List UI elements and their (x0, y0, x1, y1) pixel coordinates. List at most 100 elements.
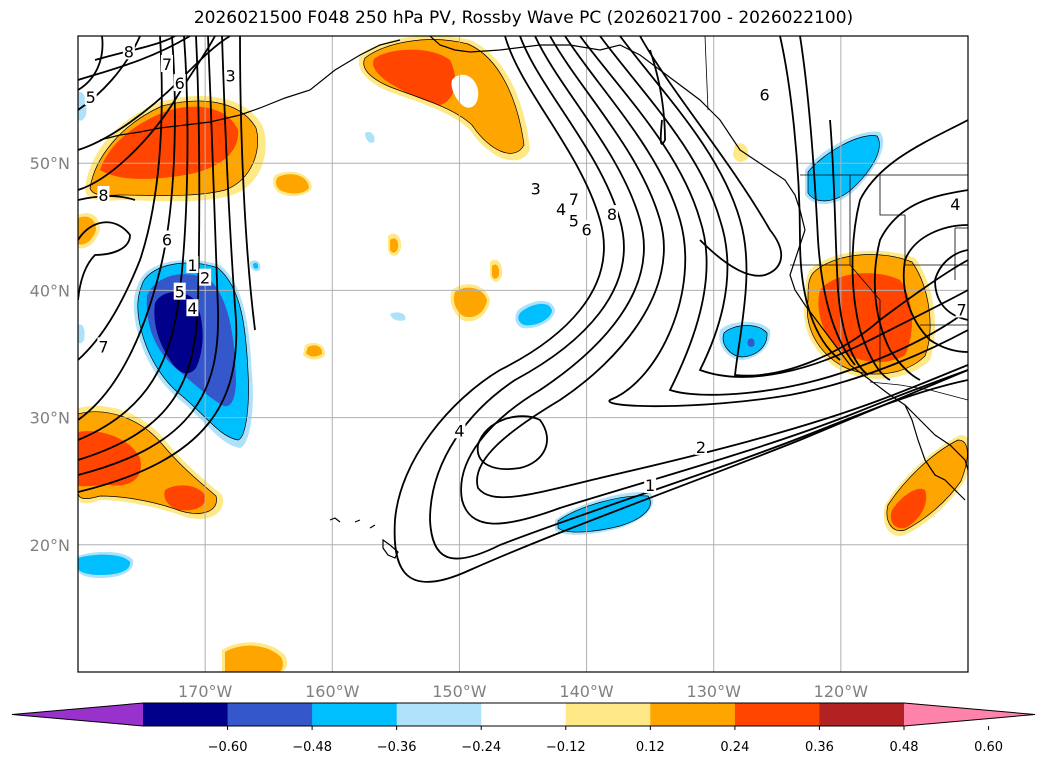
contour-label: 8 (124, 42, 134, 61)
pv-anomaly-negative (253, 262, 259, 269)
contour-label: 6 (759, 86, 769, 105)
contour-label-bg (224, 66, 237, 84)
colorbar-segment (565, 703, 651, 726)
colorbar-segment (734, 703, 820, 726)
contour-label: 4 (187, 299, 197, 318)
colorbar: −0.60 −0.48 −0.36 −0.24 −0.12 0.12 0.24 0.36 0.4… (11, 702, 1036, 755)
colorbar-tick-label: 0.48 (890, 740, 919, 755)
contour-label: 3 (531, 180, 541, 199)
contour-label-bg (758, 85, 771, 103)
colorbar-segment (481, 703, 567, 726)
pv-contour-line (460, 36, 968, 525)
pv-anomaly-positive (453, 287, 487, 318)
pv-anomaly-positive (390, 238, 399, 253)
colorbar-tick-label: −0.36 (377, 740, 417, 755)
longitude-tick-label: 120°W (814, 682, 869, 701)
map-frame (77, 35, 969, 673)
contour-label-bg (580, 220, 593, 238)
pv-anomaly-positive (225, 645, 283, 672)
pv-contour-line (829, 119, 869, 376)
contour-label: 4 (950, 195, 960, 214)
pv-contour-line (639, 36, 782, 277)
contour-label: 7 (569, 190, 579, 209)
pv-anomaly-positive (164, 485, 206, 511)
colorbar-segment (143, 703, 229, 726)
contour-label: 1 (187, 256, 197, 275)
pv-contour-line (78, 36, 163, 361)
pv-contour-line (78, 36, 216, 191)
contour-label-bg (949, 194, 962, 212)
contour-label-bg (955, 300, 968, 318)
pv-anomaly-positive (492, 264, 500, 279)
contour-label: 1 (645, 476, 655, 495)
border-state-4 (904, 215, 968, 266)
contour-label: 5 (569, 211, 579, 230)
contour-label-bg (695, 437, 707, 455)
contour-label-bg (161, 230, 173, 248)
pv-anomaly-negative (723, 325, 768, 357)
pv-contour-line (78, 36, 219, 476)
colorbar-segment (312, 703, 398, 726)
contour-label-bg (529, 179, 542, 197)
pv-anomaly-positive (275, 174, 309, 194)
pv-contour-line (779, 36, 841, 361)
colorbar-tick-label: −0.60 (208, 740, 248, 755)
political-borders (704, 36, 968, 401)
latitude-tick-label: 20°N (30, 536, 70, 555)
pv-contour-line (78, 36, 141, 111)
contour-label: 6 (162, 231, 172, 250)
contour-label-bg (97, 186, 110, 203)
colorbar-segment (650, 703, 736, 726)
border-alaska-canada (704, 36, 709, 111)
pv-contour-line (94, 36, 176, 61)
colorbar-segment (819, 703, 905, 726)
pv-contour-line (78, 221, 131, 301)
contour-label-bg (555, 199, 568, 217)
contour-label: 7 (957, 300, 967, 319)
latitude-tick-label: 40°N (30, 281, 70, 300)
border-state-2 (879, 175, 905, 216)
pv-anomaly-negative (558, 495, 651, 533)
contour-label: 6 (175, 74, 185, 93)
contour-label: 6 (581, 220, 591, 239)
contour-label: 8 (98, 186, 108, 205)
coastline-alaska (429, 36, 806, 231)
colorbar-tick-label: 0.60 (974, 740, 1003, 755)
pv-contour-line (78, 36, 191, 81)
pv-contour-line (902, 224, 968, 353)
contour-label-bg (606, 205, 618, 223)
longitude-tick-label: 170°W (178, 682, 233, 701)
coastline-baja (904, 404, 966, 501)
colorbar-tick-label: 0.36 (805, 740, 834, 755)
contour-label: 7 (162, 55, 172, 74)
colorbar-segment (227, 703, 313, 726)
pv-anomaly-positive (733, 143, 749, 162)
coastline-west-coast (789, 229, 968, 471)
contour-label-bg (186, 255, 199, 273)
pv-contour-line (239, 36, 256, 331)
border-state-1 (849, 175, 881, 370)
pv-contour-line (851, 119, 968, 381)
colorbar-tick-label: 0.12 (636, 740, 665, 755)
contour-label-bg (453, 421, 466, 439)
pv-contour-line (619, 36, 968, 377)
contour-label: 2 (200, 269, 210, 288)
contour-label-bg (567, 211, 580, 229)
pv-contour-line (564, 36, 968, 408)
longitude-tick-label: 150°W (432, 682, 487, 701)
pv-anomaly-positive (78, 216, 96, 245)
pv-contour-line (78, 36, 238, 493)
contour-label-bg (186, 299, 199, 317)
contour-label-bg (644, 476, 657, 494)
pv-contour-line (476, 415, 548, 470)
colorbar-extend-high (904, 703, 1035, 726)
pv-contour-line (873, 189, 968, 381)
map-title: 2026021500 F048 250 hPa PV, Rossby Wave … (193, 8, 854, 28)
coastline-aleutians (99, 39, 401, 141)
colorbar-tick-label: −0.24 (461, 740, 501, 755)
pv-anomaly-negative (518, 303, 552, 326)
pv-anomaly-negative (78, 554, 131, 575)
colorbar-tick-label: 0.24 (720, 740, 749, 755)
